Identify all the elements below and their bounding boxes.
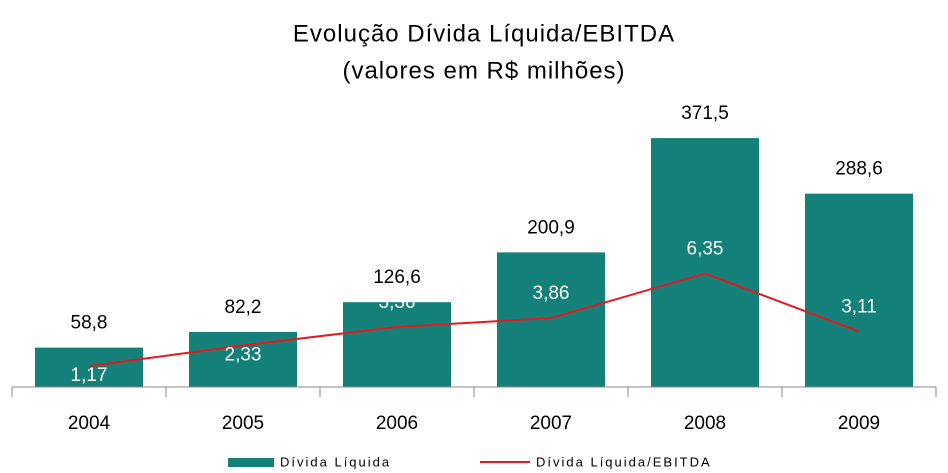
x-tick-label: 2007	[530, 413, 572, 434]
bar	[35, 347, 143, 387]
x-tick-label: 2009	[838, 413, 880, 434]
chart-subtitle: (valores em R$ milhões)	[342, 57, 625, 84]
legend-label: Dívida Líquida	[280, 454, 391, 469]
chart-title: Evolução Dívida Líquida/EBITDA	[293, 20, 675, 47]
line-value-label: 3,36	[379, 292, 416, 313]
bar-value-label: 288,6	[835, 159, 883, 180]
x-tick-label: 2005	[222, 413, 264, 434]
bar-value-label: 200,9	[527, 217, 575, 238]
bar-value-label: 126,6	[373, 267, 421, 288]
x-tick-label: 2004	[68, 413, 111, 434]
bar	[651, 138, 759, 387]
line-value-label: 6,35	[687, 239, 724, 260]
x-tick-label: 2008	[684, 413, 726, 434]
legend-label: Dívida Líquida/EBITDA	[536, 454, 712, 469]
line-value-label: 2,33	[225, 344, 262, 365]
bar-value-label: 58,8	[71, 313, 108, 334]
legend-swatch	[228, 458, 274, 467]
bar-value-label: 371,5	[681, 103, 729, 124]
bar	[805, 193, 913, 387]
line-value-label: 3,11	[841, 296, 877, 317]
line-value-label: 3,86	[533, 283, 570, 304]
bar-value-label: 82,2	[225, 297, 262, 318]
line-value-label: 1,17	[71, 365, 108, 386]
line-series	[88, 272, 860, 368]
bar	[343, 302, 451, 387]
x-tick-label: 2006	[376, 413, 418, 434]
